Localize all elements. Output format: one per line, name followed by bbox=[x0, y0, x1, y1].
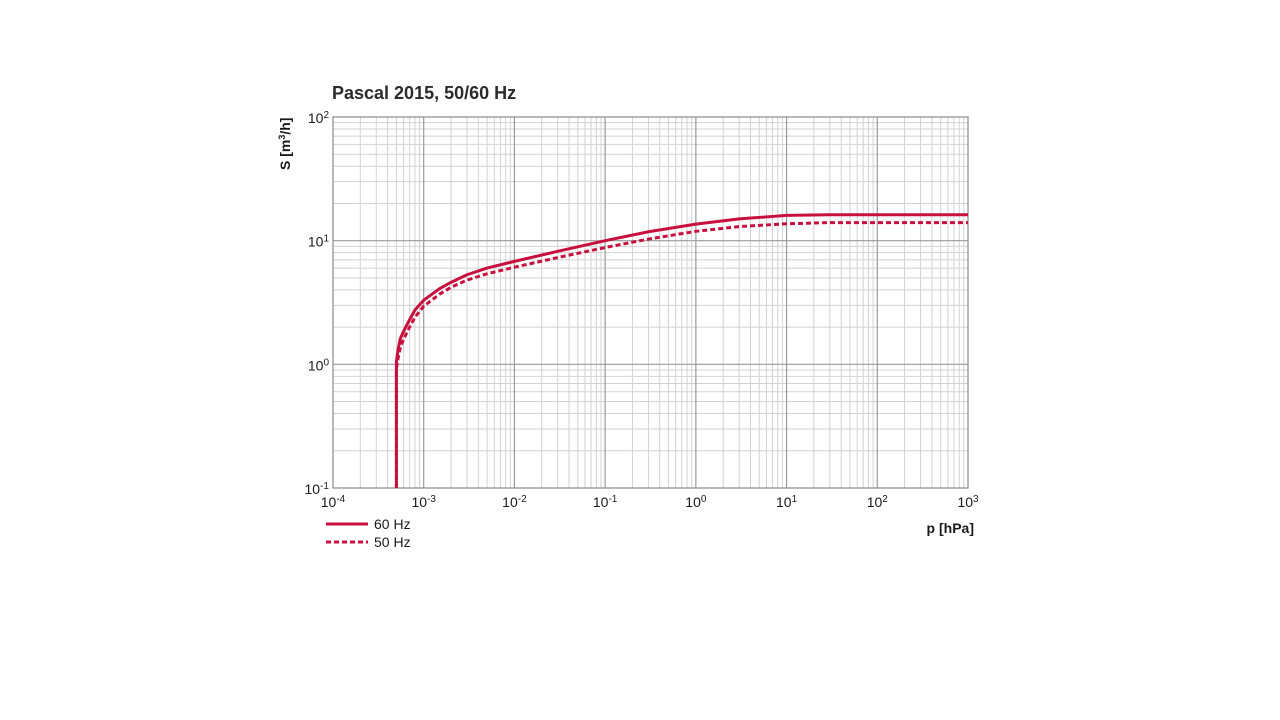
chart-title: Pascal 2015, 50/60 Hz bbox=[332, 83, 516, 103]
series-layer bbox=[394, 213, 968, 488]
legend-label-50hz: 50 Hz bbox=[374, 534, 411, 550]
x-tick-label: 10-2 bbox=[502, 494, 527, 511]
plot-frame bbox=[332, 116, 969, 489]
x-tick-label: 102 bbox=[867, 494, 889, 511]
x-tick-label: 10-1 bbox=[593, 494, 618, 511]
x-tick-label: 100 bbox=[685, 494, 707, 511]
x-axis-label: p [hPa] bbox=[927, 520, 974, 536]
y-tick-label: 100 bbox=[308, 357, 330, 374]
x-tick-label: 10-3 bbox=[411, 494, 436, 511]
y-tick-label: 101 bbox=[308, 233, 330, 250]
series-line-60hz bbox=[394, 213, 968, 488]
x-tick-label: 10-4 bbox=[321, 494, 346, 511]
x-axis-ticks: 10-4 10-3 10-2 10-1 100 101 102 103 bbox=[321, 494, 979, 511]
y-axis-label: S [m3/h] bbox=[277, 118, 293, 170]
minor-grid bbox=[333, 117, 968, 488]
legend: 60 Hz 50 Hz bbox=[326, 516, 411, 550]
y-axis-ticks: 10-1 100 101 102 bbox=[305, 110, 330, 498]
y-tick-label: 10-1 bbox=[305, 481, 330, 498]
x-tick-label: 103 bbox=[957, 494, 979, 511]
x-tick-label: 101 bbox=[776, 494, 798, 511]
y-tick-label: 102 bbox=[308, 110, 330, 127]
legend-label-60hz: 60 Hz bbox=[374, 516, 411, 532]
major-grid bbox=[333, 117, 968, 488]
series-line-50hz bbox=[394, 221, 968, 488]
